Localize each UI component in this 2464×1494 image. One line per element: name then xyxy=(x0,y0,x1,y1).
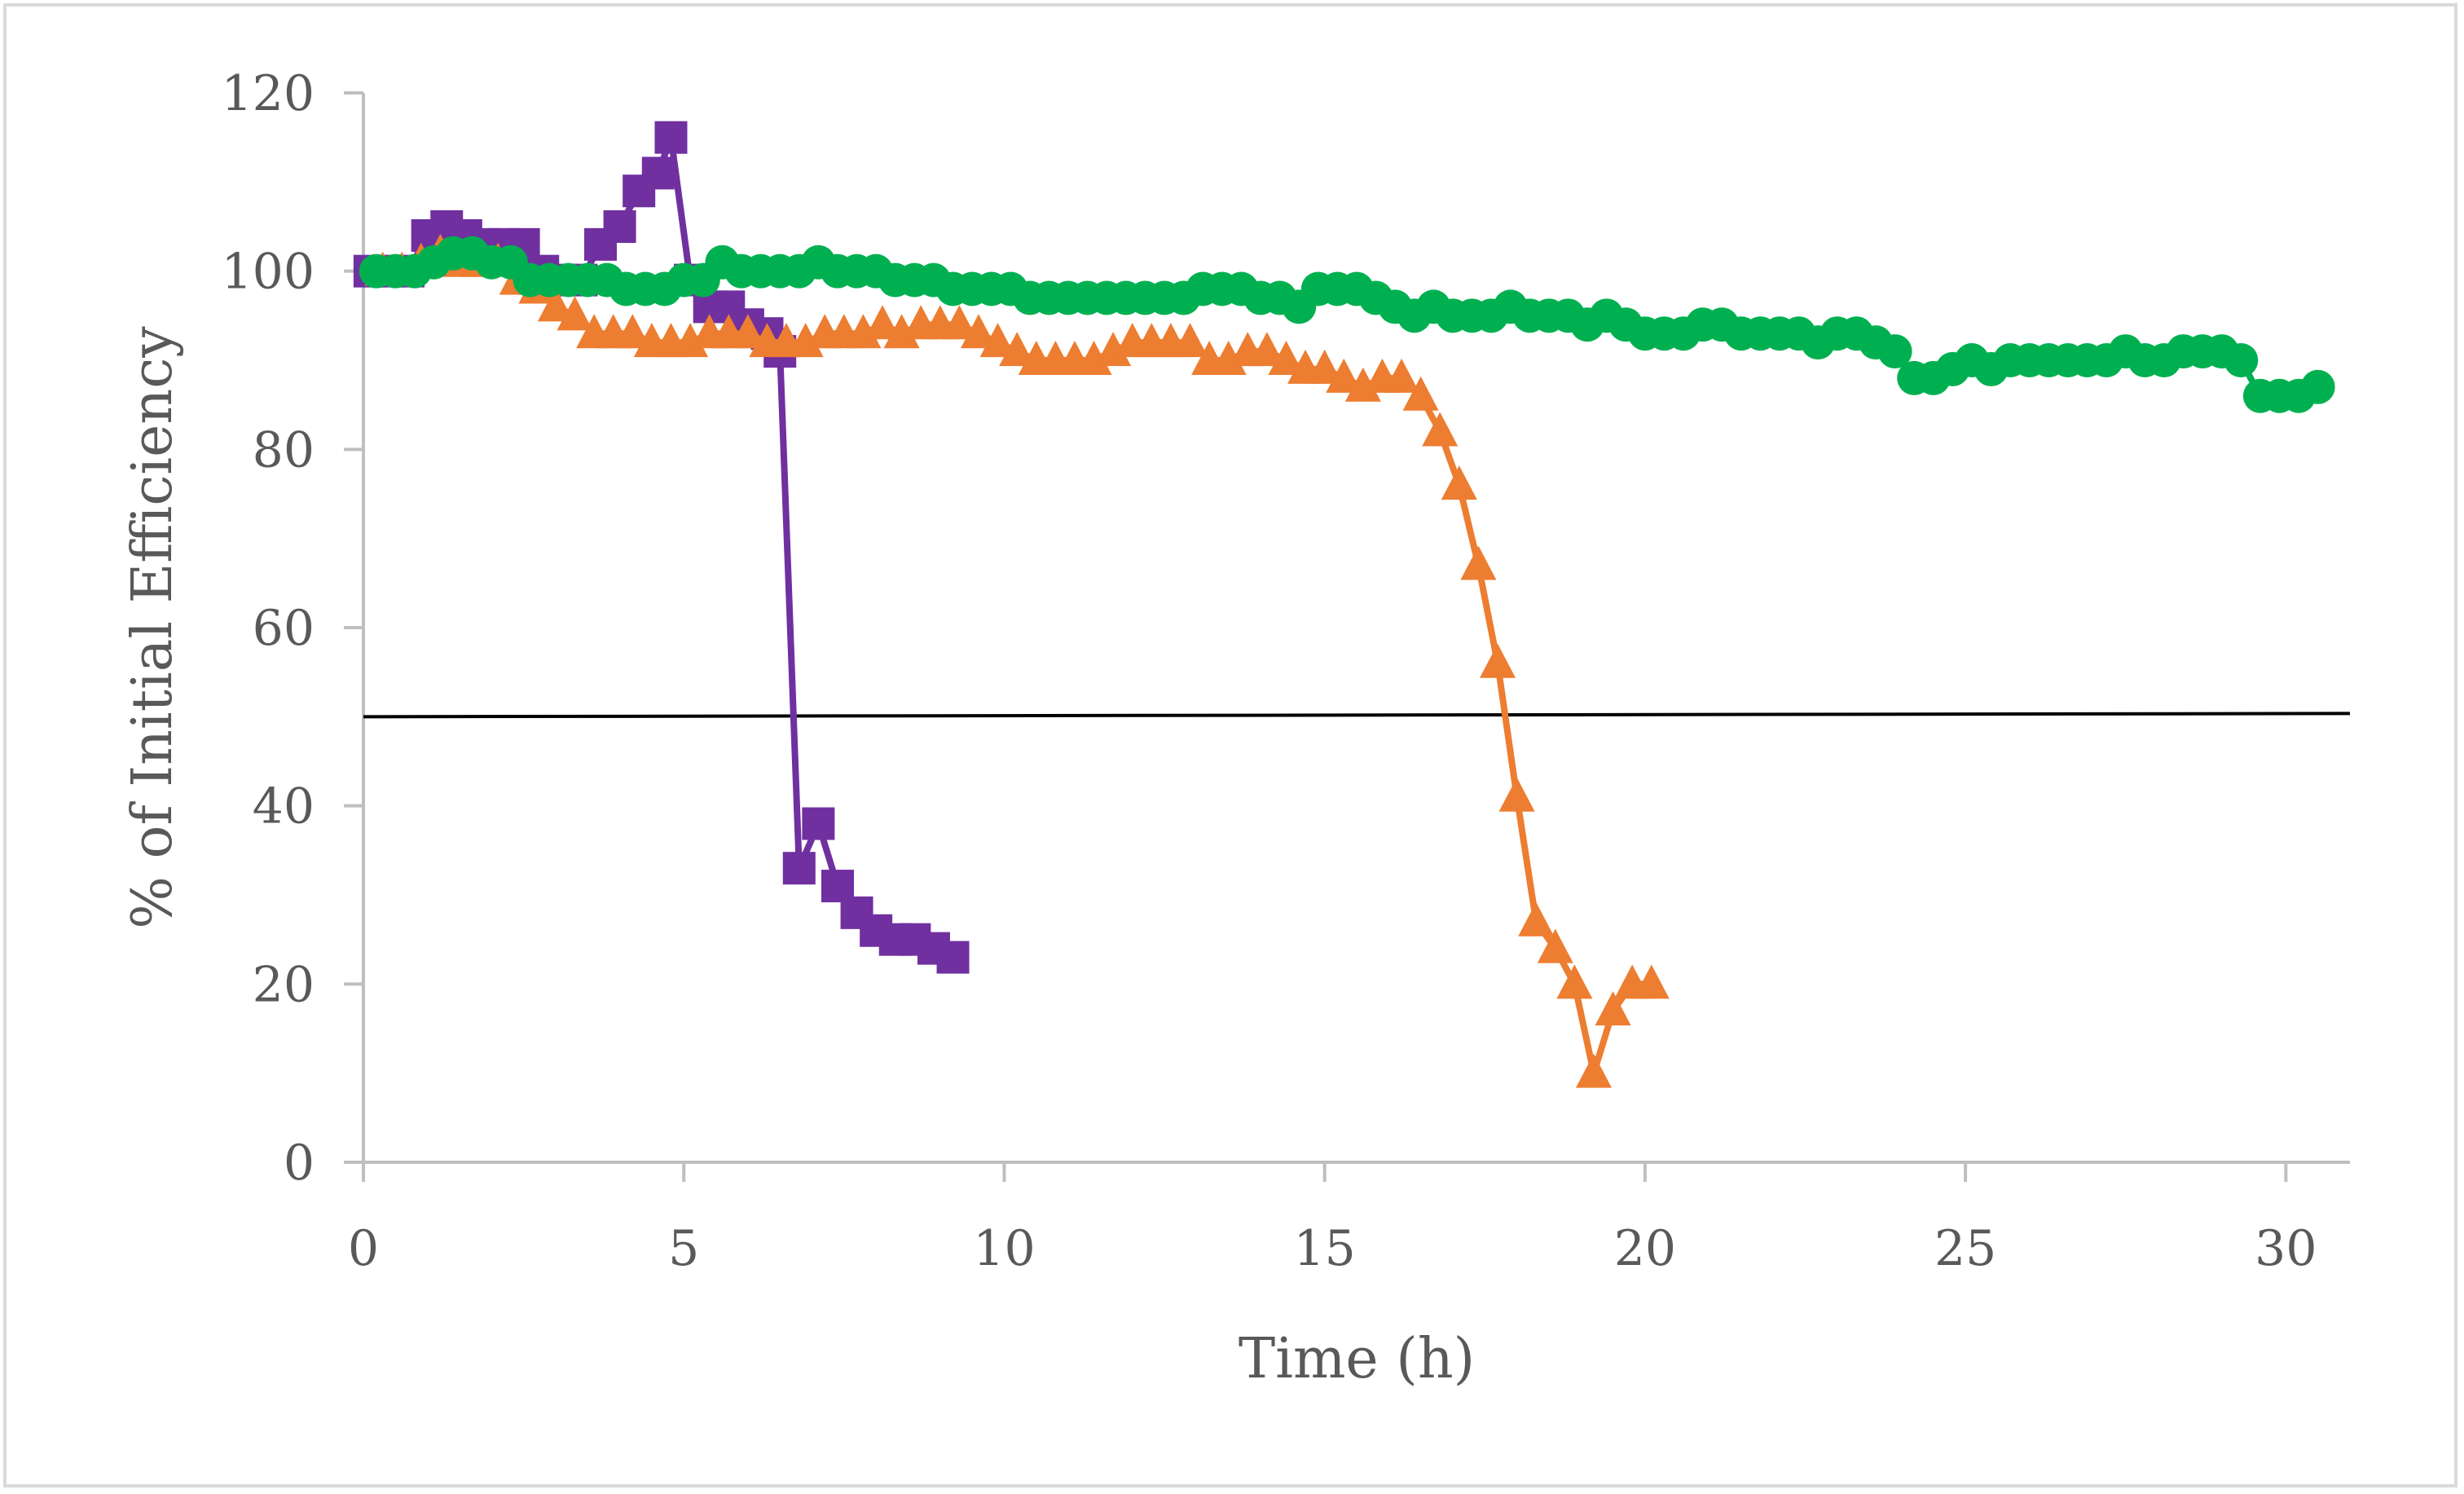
data-point xyxy=(1460,545,1497,580)
data-point xyxy=(672,323,709,358)
data-point xyxy=(979,323,1016,358)
data-point xyxy=(782,852,816,885)
data-point xyxy=(1422,412,1459,447)
data-point xyxy=(614,314,651,349)
y-tick-label: 0 xyxy=(284,1135,315,1192)
data-point xyxy=(883,314,920,349)
data-point xyxy=(603,210,636,243)
axes xyxy=(344,91,2350,1182)
data-point xyxy=(2300,369,2335,404)
data-point xyxy=(1095,332,1132,367)
tick-labels: 0 20 40 60 80 100 120 0 5 10 15 20 25 30 xyxy=(221,65,2317,1277)
x-axis-title: Time (h) xyxy=(1239,1327,1475,1391)
data-point xyxy=(641,156,675,190)
data-point xyxy=(1384,358,1420,393)
data-point xyxy=(787,323,824,358)
data-point xyxy=(1877,334,1912,369)
y-tick-label: 100 xyxy=(221,244,315,301)
data-point xyxy=(1480,643,1516,678)
x-tick-label: 0 xyxy=(348,1220,379,1277)
data-point xyxy=(845,314,882,349)
data-point xyxy=(1076,341,1112,375)
data-point xyxy=(1248,332,1285,367)
data-point xyxy=(729,314,766,349)
x-tick-label: 15 xyxy=(1293,1220,1355,1277)
series-triangle xyxy=(364,233,1670,1088)
x-tick-label: 5 xyxy=(668,1220,699,1277)
reference-line-50 xyxy=(363,712,2351,719)
series-line xyxy=(382,249,1652,1077)
data-point xyxy=(1326,358,1362,393)
series-group xyxy=(353,121,2335,1088)
x-tick-label: 20 xyxy=(1614,1220,1676,1277)
y-tick-label: 40 xyxy=(253,778,315,835)
x-tick-label: 25 xyxy=(1934,1220,1996,1277)
x-tick-label: 10 xyxy=(973,1220,1035,1277)
data-point xyxy=(1633,964,1670,999)
y-tick-label: 20 xyxy=(253,956,315,1013)
data-point xyxy=(865,305,901,340)
data-point xyxy=(557,296,593,331)
data-point xyxy=(802,807,835,840)
data-point xyxy=(960,314,997,349)
reference-line-group xyxy=(363,712,2351,719)
y-tick-label: 60 xyxy=(253,600,315,657)
y-axis-title: % of Initial Efficiency xyxy=(121,326,185,929)
data-point xyxy=(1210,341,1247,375)
data-point xyxy=(1498,777,1535,812)
data-point xyxy=(1268,341,1305,375)
data-point xyxy=(1575,1053,1612,1088)
data-point xyxy=(1344,367,1381,402)
data-point xyxy=(1306,349,1343,384)
series-circle xyxy=(359,236,2335,413)
data-point xyxy=(936,941,970,974)
x-tick-label: 30 xyxy=(2255,1220,2317,1277)
data-point xyxy=(654,121,688,154)
data-point xyxy=(1537,928,1573,963)
data-point xyxy=(1402,376,1439,411)
data-point xyxy=(1441,465,1477,500)
data-point xyxy=(1172,323,1208,358)
data-point xyxy=(941,305,978,340)
data-point xyxy=(1595,991,1631,1026)
y-tick-label: 120 xyxy=(221,65,315,122)
data-point xyxy=(537,287,574,322)
data-point xyxy=(999,332,1036,367)
data-point xyxy=(1518,901,1555,937)
y-tick-label: 80 xyxy=(253,421,315,478)
data-point xyxy=(2224,343,2259,377)
data-point xyxy=(1556,964,1593,999)
